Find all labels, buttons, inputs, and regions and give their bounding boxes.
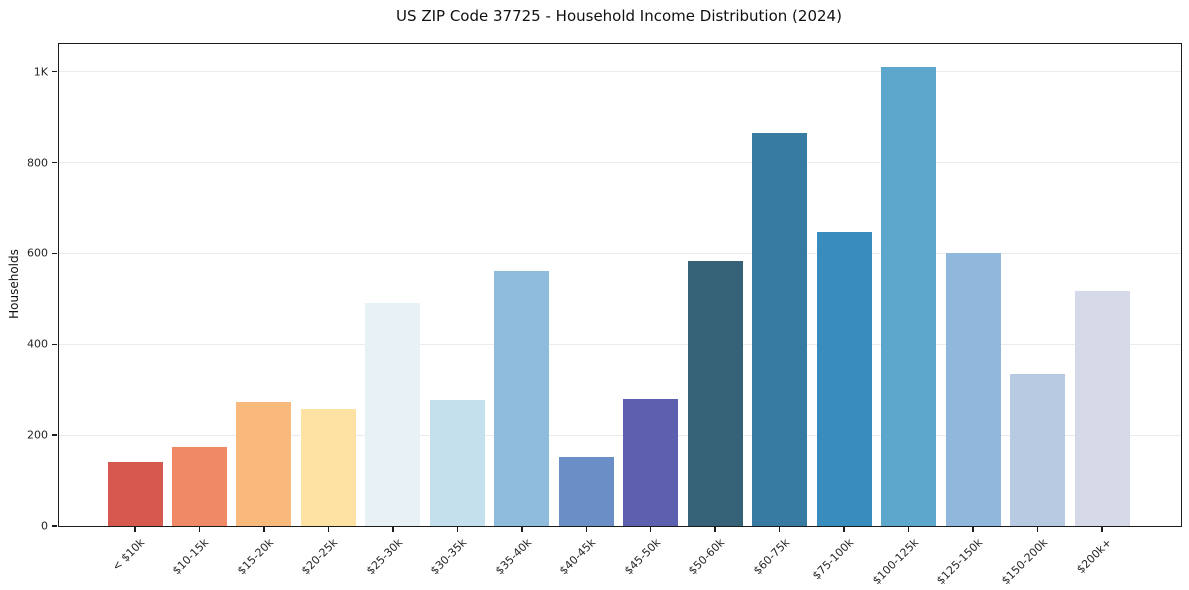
x-tick-mark [649, 527, 652, 532]
x-tick-label: $15-20k [234, 536, 277, 578]
gridline [59, 252, 1181, 254]
bar-$20-25k [300, 408, 356, 526]
gridline [59, 434, 1181, 436]
x-tick-mark [1036, 527, 1039, 532]
x-tick-mark [134, 527, 136, 532]
x-tick-label: $75-100k [810, 536, 857, 583]
y-tick-label: 400 [27, 337, 48, 351]
y-axis-label: Households [7, 249, 21, 319]
y-tick-mark [52, 161, 57, 164]
x-tick-mark [778, 527, 781, 532]
bar-$30-35k [429, 399, 485, 526]
y-tick-label: 600 [27, 246, 48, 260]
x-tick-mark [263, 527, 265, 532]
x-tick-mark [843, 527, 845, 532]
plot-area: 0 200 400 600 800 1K < $10k $10-15k $15-20k $20-2… [27, 43, 1182, 587]
x-tick-mark [521, 527, 523, 532]
y-tick-label: 800 [27, 156, 48, 170]
x-tick-mark [327, 527, 330, 532]
x-tick-label: $30-35k [428, 536, 470, 578]
x-tick-label: $100-125k [869, 536, 921, 588]
y-tick-label: 200 [27, 428, 48, 442]
bar-$40-45k [558, 456, 614, 526]
bar-$15-20k [236, 401, 292, 526]
bar-$10-15k [171, 446, 227, 526]
x-tick-mark [972, 527, 974, 532]
gridline [59, 71, 1181, 73]
x-tick-label: $200k+ [1074, 536, 1115, 577]
y-tick-mark [52, 434, 57, 436]
x-tick-label: $25-30k [363, 536, 406, 578]
x-tick-label: < $10k [109, 536, 148, 574]
bar-$25-30k [365, 302, 421, 526]
bar-$50-60k [687, 260, 743, 526]
x-tick-label: $10-15k [170, 536, 212, 578]
x-tick-label: $20-25k [299, 536, 341, 578]
x-tick-label: $125-150k [934, 536, 986, 588]
bar-$35-40k [494, 270, 550, 526]
x-tick-mark [585, 527, 588, 532]
y-tick-label: 1K [33, 65, 48, 79]
x-tick-label: $150-200k [998, 536, 1050, 588]
y-tick-mark [52, 70, 57, 73]
x-tick-label: $35-40k [492, 536, 534, 578]
bar-$60-75k [752, 133, 808, 526]
x-tick-label: $60-75k [750, 536, 792, 578]
bar-$45-50k [623, 398, 679, 526]
x-tick-mark [456, 527, 459, 532]
bar-$100-125k [881, 67, 937, 526]
bar-< $10k [107, 461, 163, 526]
x-tick-mark [392, 527, 394, 532]
gridline [59, 343, 1181, 345]
y-tick-mark [52, 343, 57, 346]
x-tick-label: $40-45k [557, 536, 599, 578]
x-tick-label: $45-50k [621, 536, 663, 578]
x-tick-mark [714, 527, 716, 532]
x-tick-mark [1101, 527, 1103, 532]
x-tick-label: $50-60k [686, 536, 728, 578]
bar-$200k+ [1074, 290, 1130, 526]
y-tick-mark [52, 252, 57, 255]
gridline [59, 162, 1181, 164]
x-tick-mark [198, 527, 201, 532]
bar-$150-200k [1010, 373, 1066, 526]
chart-title: US ZIP Code 37725 - Household Income Dis… [396, 7, 842, 25]
bar-$75-100k [816, 231, 872, 526]
y-tick-label: 0 [41, 519, 48, 533]
bar-$125-150k [945, 253, 1001, 526]
y-tick-mark [52, 525, 57, 527]
x-tick-mark [907, 527, 910, 532]
